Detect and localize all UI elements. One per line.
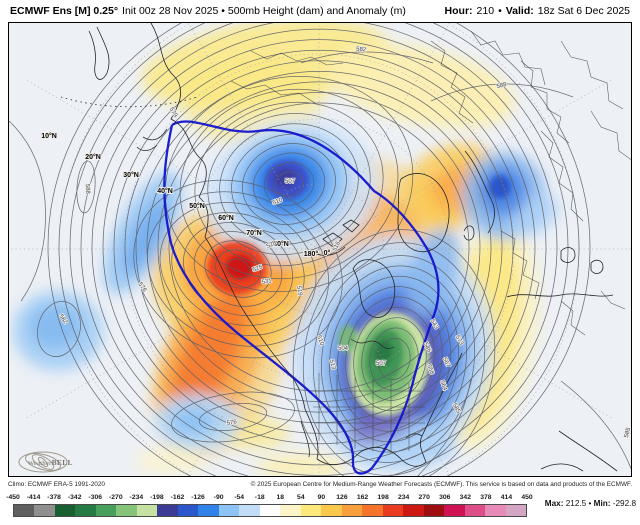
contour-value-label: 528 xyxy=(266,240,278,250)
latitude-label: 30°N xyxy=(123,171,139,179)
colorbar-tick: -90 xyxy=(213,494,224,501)
political-borders xyxy=(230,30,631,453)
colorbar-tick: 198 xyxy=(377,494,389,501)
colorbar-tick: 126 xyxy=(336,494,348,501)
contour-value-label: 519 xyxy=(295,285,303,297)
latitude-label: 0° xyxy=(324,249,331,257)
valid-time: Hour: 210 • Valid: 18z Sat 6 Dec 2025 xyxy=(441,5,630,17)
contour-value-label: 513 xyxy=(328,359,337,371)
colorbar-tick: 90 xyxy=(317,494,326,501)
logo-text: WeatherBELL xyxy=(28,458,73,467)
min-value: -292.8 xyxy=(612,499,636,508)
latitude-label: 60°N xyxy=(218,214,234,222)
colorbar-tick: 306 xyxy=(439,494,451,501)
contour-value-label: 510 xyxy=(315,335,324,347)
contour-value-label: 525 xyxy=(252,264,264,273)
contour-value-label: 510 xyxy=(272,197,284,206)
contour-value-label: 567 xyxy=(441,357,451,369)
colorbar-tick: -54 xyxy=(234,494,245,501)
colorbar-tick: -378 xyxy=(47,494,61,501)
colorbar-tick: 414 xyxy=(500,494,513,501)
contour-value-label: 504 xyxy=(338,346,349,352)
anomaly-colorbar: -450 -414 -378 -342 -306 -270 -234 -198 -162 -126… xyxy=(6,494,533,520)
weather-map-canvas: 10°N 20°N 30°N 40°N 50°N 60°N 70°N 80°N 180° 0° 50… xyxy=(8,22,632,477)
latitude-label: 80°N xyxy=(273,240,289,248)
attribution-row: Climo: ECMWF ERA-5 1991-2020 © 2025 Euro… xyxy=(8,478,632,491)
contour-value-label: 558 xyxy=(425,364,434,376)
header-bar: ECMWF Ens [M] 0.25° Init 00z 28 Nov 2025 … xyxy=(0,0,640,22)
contour-value-label: 588 xyxy=(496,82,508,91)
colorbar-tick: -270 xyxy=(108,494,123,501)
colorbar-tick: -126 xyxy=(191,494,205,501)
max-value: 212.5 xyxy=(565,499,587,508)
copyright-note: © 2025 European Centre for Medium-Range … xyxy=(250,481,632,488)
model-name: ECMWF Ens [M] 0.25° xyxy=(10,5,119,17)
map-labels-layer: 10°N 20°N 30°N 40°N 50°N 60°N 70°N 80°N 180° 0° 50… xyxy=(40,46,632,439)
contour-value-label: 576 xyxy=(226,419,237,426)
valid-value: 18z Sat 6 Dec 2025 xyxy=(537,5,630,17)
colorbar-tick: -162 xyxy=(170,494,185,501)
colorbar-tick: 450 xyxy=(521,494,533,501)
separator-dot: • xyxy=(498,5,502,17)
init-and-field: Init 00z 28 Nov 2025 • 500mb Height (dam… xyxy=(122,5,406,17)
colorbar-swatches xyxy=(13,504,527,517)
contour-value-label: 546 xyxy=(422,342,432,354)
latitude-label: 50°N xyxy=(189,202,205,210)
separator-dot: • xyxy=(588,499,592,508)
min-label: Min: xyxy=(593,499,611,508)
valid-label: Valid: xyxy=(505,5,534,17)
colorbar-tick: 18 xyxy=(276,494,285,501)
colorbar-tick: -342 xyxy=(67,494,82,501)
colorbar-tick: -450 xyxy=(6,494,20,501)
colorbar-tick: -234 xyxy=(129,494,144,501)
contour-value-label: 516 xyxy=(332,240,342,252)
max-min-readout: Max: 212.5 • Min: -292.8 xyxy=(545,499,636,508)
highlight-contour-552 xyxy=(163,120,440,475)
contour-value-label: 531 xyxy=(261,278,273,286)
colorbar-tick: -18 xyxy=(254,494,265,501)
hour-label: Hour: xyxy=(444,5,473,17)
climo-note: Climo: ECMWF ERA-5 1991-2020 xyxy=(8,481,105,488)
colorbar-tick: 234 xyxy=(397,494,410,501)
colorbar-tick: 378 xyxy=(480,494,492,501)
colorbar-tick: -306 xyxy=(88,494,103,501)
hemisphere-map: 10°N 20°N 30°N 40°N 50°N 60°N 70°N 80°N 180° 0° 50… xyxy=(9,23,632,476)
height-contours-open xyxy=(9,51,631,476)
colorbar-tick-labels: -450 -414 -378 -342 -306 -270 -234 -198 -162 -126… xyxy=(6,494,532,503)
latitude-label: 70°N xyxy=(246,229,262,237)
hour-value: 210 xyxy=(476,5,495,17)
colorbar-tick: -414 xyxy=(26,494,41,501)
contour-value-label: 507 xyxy=(285,179,296,185)
coastlines xyxy=(60,23,618,472)
contour-value-label: 564 xyxy=(438,380,447,392)
contour-value-label: 582 xyxy=(356,47,367,54)
latitude-label: 180° xyxy=(304,250,319,258)
contour-value-label: 507 xyxy=(376,361,387,367)
map-title: ECMWF Ens [M] 0.25° Init 00z 28 Nov 2025 … xyxy=(10,5,410,17)
colorbar-tick: 54 xyxy=(297,494,305,501)
colorbar-tick: 270 xyxy=(418,494,430,501)
latitude-label: 40°N xyxy=(157,187,173,195)
latitude-label: 10°N xyxy=(41,132,57,140)
max-label: Max: xyxy=(544,499,564,508)
contour-value-label: 585 xyxy=(624,426,632,438)
colorbar-tick: -198 xyxy=(150,494,164,501)
colorbar-tick: 342 xyxy=(459,494,471,501)
weatherbell-logo: WeatherBELL xyxy=(18,451,73,473)
colorbar-tick: 162 xyxy=(356,494,369,501)
contour-value-label: 588 xyxy=(84,184,91,195)
latitude-label: 20°N xyxy=(85,153,101,161)
